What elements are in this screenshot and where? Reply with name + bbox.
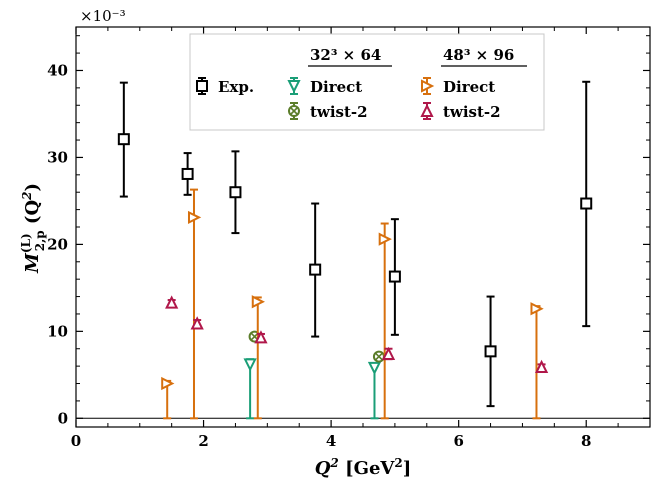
legend-group-48-heading: 48³ × 96 xyxy=(443,46,514,64)
data-point-twist48 xyxy=(254,330,268,344)
y-tick-label: 40 xyxy=(47,61,68,79)
legend-entry-twist2-48 xyxy=(420,102,434,120)
legend-label-direct-32: Direct xyxy=(310,78,362,96)
y-tick-label: 20 xyxy=(47,235,68,253)
data-point-exp xyxy=(117,133,130,146)
series-direct32 xyxy=(243,358,382,420)
data-point-exp xyxy=(388,270,401,283)
legend-entry-twist2-32 xyxy=(288,102,300,120)
x-tick-label: 4 xyxy=(326,432,336,450)
data-point-direct48 xyxy=(187,210,202,225)
data-point-twist48 xyxy=(534,359,549,373)
data-point-direct32 xyxy=(367,361,382,376)
legend-label-twist2-32: twist-2 xyxy=(310,103,368,121)
legend-entry-direct-48 xyxy=(421,77,435,95)
data-point-exp xyxy=(181,167,194,180)
data-point-direct48 xyxy=(161,376,175,391)
data-point-twist48 xyxy=(190,316,204,330)
x-tick-label: 6 xyxy=(453,432,463,450)
legend-marker-twist48 xyxy=(420,103,434,117)
legend-box xyxy=(189,33,545,131)
data-point-exp xyxy=(229,186,242,199)
series-exp xyxy=(117,80,593,408)
x-tick-label: 2 xyxy=(198,432,208,450)
y-tick-label: 0 xyxy=(58,409,68,427)
series-twist32 xyxy=(248,330,385,363)
legend-marker-direct32 xyxy=(287,80,301,94)
axis-ticks: 0 2 4 6 8 0 10 20 30 40 xyxy=(47,27,651,450)
legend-group-32-heading: 32³ × 64 xyxy=(310,46,381,64)
data-point-twist48 xyxy=(165,295,179,309)
data-point-direct48 xyxy=(530,302,544,316)
data-point-exp xyxy=(309,263,322,276)
y-tick-label: 10 xyxy=(47,322,68,340)
data-point-twist32-cross xyxy=(374,352,384,361)
legend-entry-direct-32 xyxy=(287,77,301,95)
legend-marker-direct48 xyxy=(421,79,435,93)
legend: 32³ × 64 48³ × 96 Exp. Direct twist-2 Di… xyxy=(189,33,545,131)
series-twist48 xyxy=(165,295,549,373)
legend-label-direct-48: Direct xyxy=(443,78,495,96)
data-point-direct48 xyxy=(251,295,266,309)
series-direct48 xyxy=(161,188,544,420)
legend-label-twist2-48: twist-2 xyxy=(443,103,501,121)
legend-entry-exp xyxy=(196,77,208,95)
x-tick-label: 0 xyxy=(71,432,81,450)
data-point-direct48 xyxy=(378,232,392,246)
x-axis-title: Q2 [GeV2] xyxy=(315,456,412,479)
y-axis-title: M(L)2,p (Q2) xyxy=(19,183,47,274)
legend-label-exp: Exp. xyxy=(218,78,254,96)
data-point-twist48 xyxy=(381,346,396,360)
y-tick-label: 30 xyxy=(47,148,68,166)
data-marks xyxy=(117,80,593,420)
y-exponent-label: ×10⁻³ xyxy=(80,7,126,25)
x-tick-label: 8 xyxy=(581,432,591,450)
legend-marker-exp xyxy=(196,80,208,92)
data-point-direct32 xyxy=(243,358,257,372)
data-point-exp xyxy=(580,197,593,210)
data-point-exp xyxy=(484,345,497,358)
legend-marker-twist32-cross xyxy=(289,106,299,116)
